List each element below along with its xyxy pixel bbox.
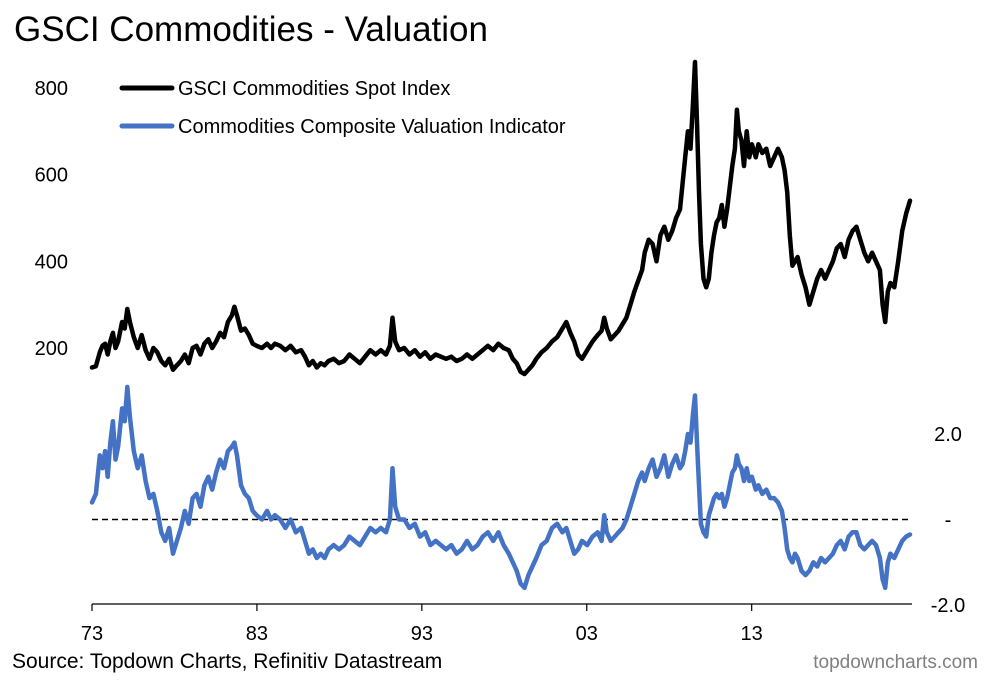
left-axis: 200 400 600 800 [35,78,68,360]
x-tick-label: 73 [81,623,103,645]
x-axis: 73 83 93 03 13 [81,603,912,645]
left-tick-label: 800 [35,78,68,100]
legend-label: Commodities Composite Valuation Indicato… [178,116,566,138]
watermark: topdowncharts.com [813,652,978,673]
chart-title: GSCI Commodities - Valuation [14,10,488,49]
source-note: Source: Topdown Charts, Refinitiv Datast… [12,650,443,673]
x-tick-label: 13 [741,623,763,645]
series-group [89,59,913,591]
left-tick-label: 600 [35,165,68,187]
series-line-gsci-spot-index [89,59,913,377]
legend-label: GSCI Commodities Spot Index [178,78,450,100]
x-tick-label: 93 [411,623,433,645]
right-tick-label: -2.0 [931,595,965,617]
legend: GSCI Commodities Spot Index Commodities C… [119,78,566,138]
right-tick-label: - [945,510,952,532]
left-tick-label: 200 [35,338,68,360]
left-tick-label: 400 [35,251,68,273]
x-tick-label: 03 [576,623,598,645]
right-axis: 2.0 - -2.0 [931,424,965,617]
x-tick-label: 83 [246,623,268,645]
series-line-valuation-indicator [89,384,913,591]
right-tick-label: 2.0 [934,424,962,446]
